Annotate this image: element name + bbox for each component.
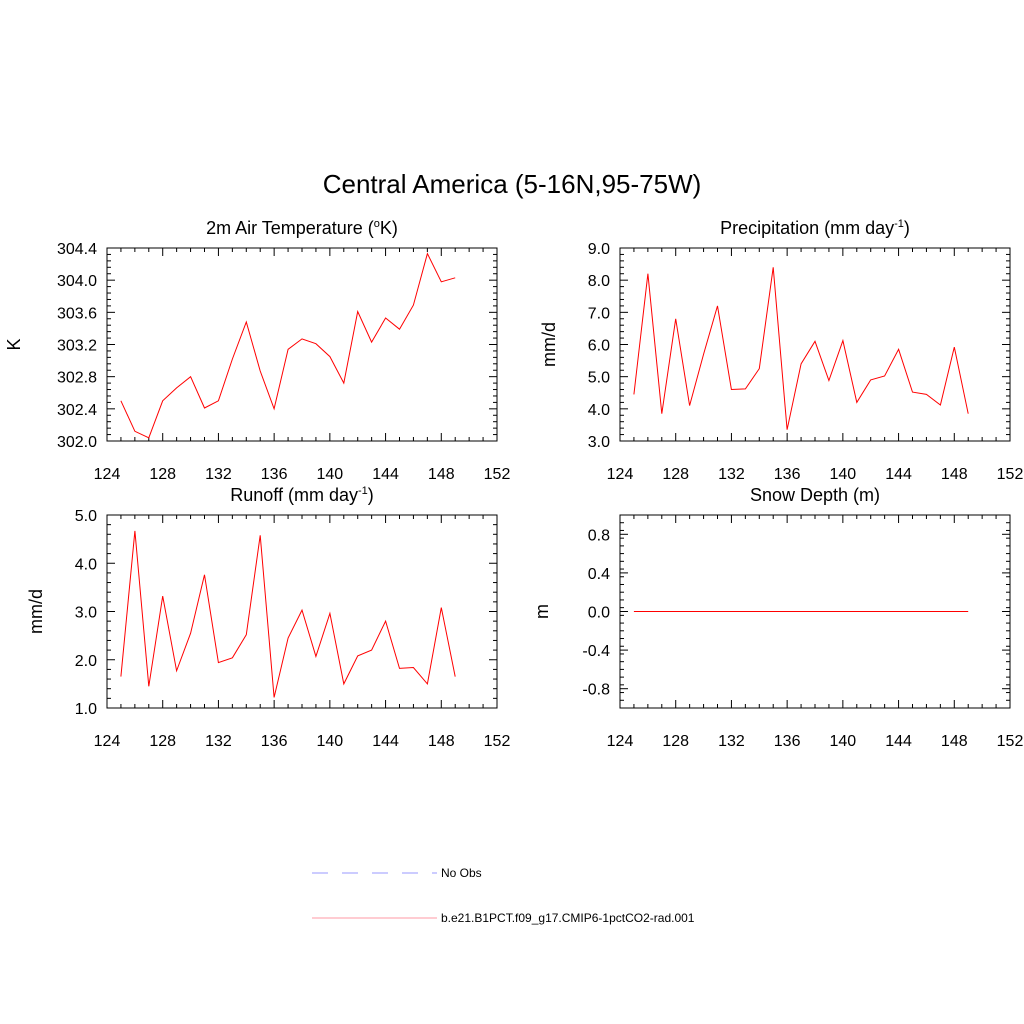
- x-tick-label: 132: [718, 733, 745, 750]
- y-tick-label: 1.0: [75, 701, 97, 718]
- x-tick-label: 140: [317, 466, 344, 483]
- plot-frame: [619, 247, 1011, 442]
- y-axis-label-precipitation: mm/d: [539, 322, 559, 367]
- panel-snow-depth: 124 128 132 136 140 144 148 152 -0.8 -0.4 0.0 0.4 0.…: [532, 485, 1023, 750]
- y-tick-label: 7.0: [588, 305, 610, 322]
- y-tick-label: 3.0: [588, 434, 610, 451]
- y-tick-label: 0.8: [588, 527, 610, 544]
- y-tick-label: 302.4: [57, 402, 97, 419]
- x-tick-label: 152: [484, 733, 511, 750]
- series-line-precipitation: [633, 267, 969, 430]
- panel-precipitation: 124 128 132 136 140 144 148 152 3.0 4.0 5.0 6.0 7.0 8…: [539, 218, 1023, 483]
- x-tick-label: 132: [205, 733, 232, 750]
- x-tick-label: 124: [94, 733, 121, 750]
- x-tick-label: 128: [149, 733, 176, 750]
- x-tick-label: 140: [317, 733, 344, 750]
- panel-title-precipitation: Precipitation (mm day-1): [720, 218, 910, 238]
- x-tick-label: 124: [94, 466, 121, 483]
- panel-air-temperature: 124 128 132 136 140 144 148 152 302.0 302.4 302.8 3…: [4, 218, 510, 483]
- x-tick-label: 152: [997, 466, 1024, 483]
- y-tick-label: 0.0: [588, 605, 610, 622]
- x-tick-label: 148: [941, 733, 968, 750]
- x-tick-label: 144: [885, 466, 912, 483]
- x-tick-label: 148: [428, 466, 455, 483]
- y-tick-label: -0.4: [582, 643, 610, 660]
- y-tick-label: 303.2: [57, 338, 97, 355]
- series-line-runoff: [120, 530, 456, 698]
- figure-title: Central America (5-16N,95-75W): [323, 169, 702, 199]
- panel-title-runoff: Runoff (mm day-1): [230, 485, 374, 505]
- x-tick-label: 132: [205, 466, 232, 483]
- y-tick-label: 8.0: [588, 273, 610, 290]
- y-tick-label: 3.0: [75, 605, 97, 622]
- x-tick-label: 136: [774, 466, 801, 483]
- y-tick-label: 303.6: [57, 305, 97, 322]
- x-tick-label: 148: [941, 466, 968, 483]
- x-tick-label: 148: [428, 733, 455, 750]
- y-axis-label-air-temperature: K: [4, 338, 24, 350]
- y-tick-label: 6.0: [588, 338, 610, 355]
- y-axis-label-snow-depth: m: [532, 604, 552, 619]
- y-tick-label: 5.0: [588, 370, 610, 387]
- x-tick-label: 124: [607, 733, 634, 750]
- y-tick-label: -0.8: [582, 682, 610, 699]
- y-tick-label: 5.0: [75, 508, 97, 525]
- y-tick-label: 0.4: [588, 566, 610, 583]
- x-tick-label: 136: [261, 466, 288, 483]
- y-tick-label: 302.8: [57, 370, 97, 387]
- panel-runoff: 124 128 132 136 140 144 148 152 1.0 2.0 3.0 4.0 5.0 R…: [26, 485, 510, 750]
- legend: No Obs b.e21.B1PCT.f09_g17.CMIP6-1pctCO2…: [312, 866, 695, 925]
- x-tick-label: 124: [607, 466, 634, 483]
- x-tick-label: 128: [662, 466, 689, 483]
- y-tick-label: 304.4: [57, 241, 97, 258]
- x-tick-label: 128: [662, 733, 689, 750]
- legend-label-no-obs: No Obs: [441, 866, 482, 880]
- x-tick-label: 136: [261, 733, 288, 750]
- x-tick-label: 140: [830, 733, 857, 750]
- x-tick-label: 140: [830, 466, 857, 483]
- series-line-air-temperature: [120, 252, 456, 439]
- x-tick-label: 144: [372, 466, 399, 483]
- y-tick-label: 9.0: [588, 241, 610, 258]
- x-tick-label: 136: [774, 733, 801, 750]
- y-tick-label: 4.0: [75, 556, 97, 573]
- x-tick-label: 152: [997, 733, 1024, 750]
- y-axis-label-runoff: mm/d: [26, 589, 46, 634]
- x-tick-label: 128: [149, 466, 176, 483]
- x-tick-label: 144: [372, 733, 399, 750]
- x-tick-label: 132: [718, 466, 745, 483]
- y-tick-label: 4.0: [588, 402, 610, 419]
- y-tick-label: 2.0: [75, 653, 97, 670]
- x-tick-label: 144: [885, 733, 912, 750]
- y-tick-label: 304.0: [57, 273, 97, 290]
- legend-label-model-run: b.e21.B1PCT.f09_g17.CMIP6-1pctCO2-rad.00…: [441, 911, 695, 925]
- panel-title-air-temperature: 2m Air Temperature (oK): [206, 218, 398, 238]
- y-tick-label: 302.0: [57, 434, 97, 451]
- panel-title-snow-depth: Snow Depth (m): [750, 485, 880, 505]
- x-tick-label: 152: [484, 466, 511, 483]
